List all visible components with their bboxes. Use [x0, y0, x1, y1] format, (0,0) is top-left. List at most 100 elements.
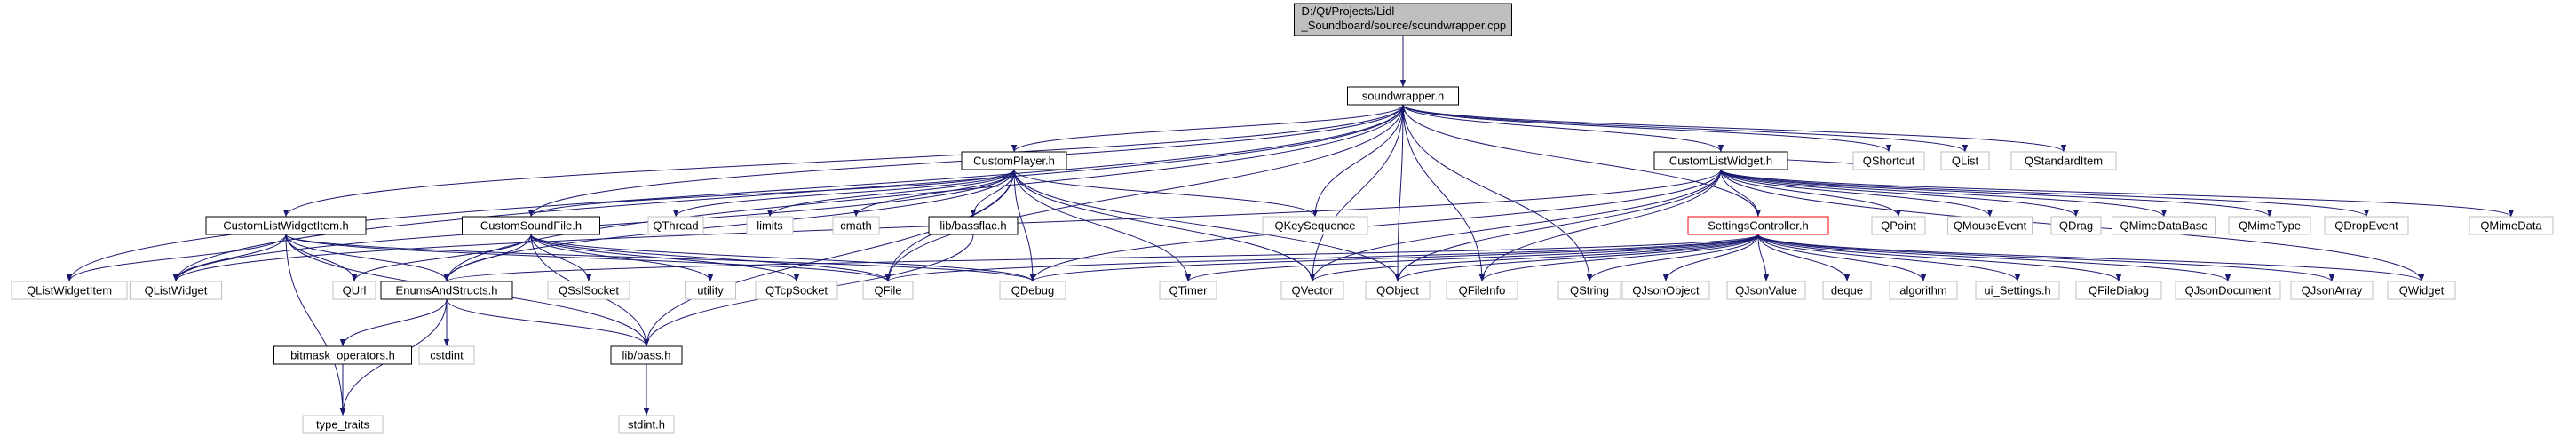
node-qjsonarray: QJsonArray [2290, 281, 2374, 300]
node-box [380, 281, 513, 300]
node-qurl: QUrl [332, 281, 376, 300]
node-box [1294, 3, 1512, 36]
edge-customsoundfile_h-to-qdebug [530, 234, 1036, 282]
edge-customplayer_h-to-qthread [672, 169, 1015, 218]
node-box [862, 281, 914, 300]
node-box [2324, 216, 2409, 235]
edge-customsoundfile_h-to-qsslsocket [530, 234, 592, 282]
edge-soundwrapper_h-to-qlist [1402, 104, 1969, 153]
node-settingscontroller-h[interactable]: SettingsController.h [1687, 216, 1829, 235]
edge-customplayer_h-to-qobject [1013, 169, 1401, 282]
node-label: cmath [840, 219, 871, 233]
edge-customlistwidgetitem_h-to-enumsandstructs_h [285, 234, 450, 282]
node-label: deque [1831, 284, 1863, 297]
edge-soundwrapper_h-to-qfileinfo [1402, 104, 1486, 282]
edge-soundwrapper_h-to-qkeysequence [1312, 104, 1404, 218]
node-box [2112, 216, 2216, 235]
node-soundwrapper-h[interactable]: soundwrapper.h [1347, 86, 1459, 106]
node-box [2228, 216, 2311, 235]
node-qlist: QList [1940, 151, 1990, 170]
node-label: ui_Settings.h [1984, 284, 2050, 297]
node-box [1726, 281, 1806, 300]
node-box [418, 345, 475, 365]
node-box [130, 281, 222, 300]
node-box [1653, 151, 1788, 170]
edge-settingscontroller_h-to-qdebug [1030, 234, 1759, 282]
node-label: QStandardItem [2025, 155, 2103, 168]
node-enumsandstructs-h[interactable]: EnumsAndStructs.h [380, 281, 513, 300]
node-box [1822, 281, 1872, 300]
edge-settingscontroller_h-to-soundwrapper_h [1399, 104, 1759, 218]
node-customplayer-h[interactable]: CustomPlayer.h [961, 151, 1067, 170]
node-customlistwidgetitem-h[interactable]: CustomListWidgetItem.h [205, 216, 367, 235]
edge-settingscontroller_h-to-qjsonvalue [1757, 234, 1770, 282]
node-label: CustomSoundFile.h [480, 219, 582, 233]
node-qmouseevent: QMouseEvent [1947, 216, 2033, 235]
node-label: QMimeData [2480, 219, 2542, 233]
node-root[interactable]: D:/Qt/Projects/Lidl_Soundboard/source/so… [1294, 3, 1512, 36]
node-qmimedata: QMimeData [2469, 216, 2554, 235]
edge-customplayer_h-to-qkeysequence [1013, 169, 1319, 218]
node-qfileinfo: QFileInfo [1446, 281, 1518, 300]
node-cmath: cmath [832, 216, 880, 235]
node-label: QTcpSocket [765, 284, 828, 297]
edge-soundwrapper_h-to-qobject [1394, 104, 1404, 282]
node-ui-settings-h: ui_Settings.h [1975, 281, 2060, 300]
node-qsslsocket: QSslSocket [547, 281, 630, 300]
edge-soundwrapper_h-to-customlistwidgetitem_h [282, 104, 1404, 218]
node-customlistwidget-h[interactable]: CustomListWidget.h [1653, 151, 1788, 170]
node-customsoundfile-h[interactable]: CustomSoundFile.h [462, 216, 600, 235]
edge-enumsandstructs_h-to-bass_h [446, 298, 650, 347]
node-label: QMimeType [2239, 219, 2301, 233]
node-qkeysequence: QKeySequence [1262, 216, 1368, 235]
edge-enumsandstructs_h-to-bitmask_operators_h [339, 298, 448, 347]
node-box [647, 216, 704, 235]
node-box [1687, 216, 1829, 235]
edge-customlistwidget_h-to-qmouseevent [1720, 169, 1993, 218]
node-box [1557, 281, 1621, 300]
node-label: QListWidget [145, 284, 208, 297]
edge-soundwrapper_h-to-qvector [1309, 104, 1404, 282]
edge-soundwrapper_h-to-qlistwidget [172, 104, 1404, 282]
node-label: _Soundboard/source/soundwrapper.cpp [1301, 19, 1507, 32]
node-label: QDropEvent [2334, 219, 2398, 233]
node-label: stdint.h [628, 418, 665, 432]
edge-customplayer_h-to-cmath [852, 169, 1015, 218]
node-qfiledialog: QFileDialog [2075, 281, 2162, 300]
node-label: QFileDialog [2089, 284, 2149, 297]
edge-soundwrapper_h-to-qshortcut [1402, 104, 1892, 153]
node-label: QJsonValue [1735, 284, 1797, 297]
edge-settingscontroller_h-to-qstring [1586, 234, 1759, 282]
node-qvector: QVector [1280, 281, 1344, 300]
node-box [1347, 86, 1459, 106]
edge-customsoundfile_h-to-qfile [530, 234, 892, 282]
node-label: soundwrapper.h [1362, 90, 1445, 103]
node-box [755, 281, 838, 300]
node-box [11, 281, 128, 300]
edge-customlistwidget_h-to-qfileinfo [1478, 169, 1722, 282]
node-label: QFileInfo [1459, 284, 1506, 297]
edge-customsoundfile_h-to-enumsandstructs_h [443, 234, 532, 282]
node-bassflac-h[interactable]: lib/bassflac.h [928, 216, 1019, 235]
edge-customlistwidgetitem_h-to-qurl [285, 234, 358, 282]
node-label: CustomListWidgetItem.h [223, 219, 349, 233]
node-label: bitmask_operators.h [290, 349, 395, 362]
node-cstdint: cstdint [418, 345, 475, 365]
node-box [999, 281, 1066, 300]
edge-soundwrapper_h-to-enumsandstructs_h [443, 104, 1404, 282]
node-bitmask-operators-h[interactable]: bitmask_operators.h [273, 345, 412, 365]
edge-settingscontroller_h-to-algorithm [1757, 234, 1927, 282]
node-qtimer: QTimer [1159, 281, 1217, 300]
node-qtcpsocket: QTcpSocket [755, 281, 838, 300]
node-box [610, 345, 683, 365]
node-bass-h[interactable]: lib/bass.h [610, 345, 683, 365]
edge-customplayer_h-to-customsoundfile_h [527, 169, 1015, 218]
node-label: QListWidgetItem [27, 284, 112, 297]
node-label: CustomPlayer.h [973, 155, 1055, 168]
node-qdebug: QDebug [999, 281, 1066, 300]
node-label: QSslSocket [559, 284, 619, 297]
node-box [302, 415, 384, 434]
node-box [1262, 216, 1368, 235]
node-box [746, 216, 794, 235]
